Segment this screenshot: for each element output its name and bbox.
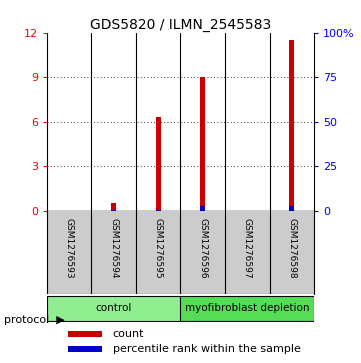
Text: count: count — [113, 329, 144, 339]
Bar — [68, 346, 102, 352]
Text: protocol  ▶: protocol ▶ — [4, 315, 64, 325]
Bar — [68, 331, 102, 337]
Bar — [180, 296, 314, 321]
Bar — [111, 204, 116, 211]
Text: control: control — [96, 303, 132, 313]
Text: GSM1276597: GSM1276597 — [243, 217, 252, 278]
Text: myofibroblast depletion: myofibroblast depletion — [185, 303, 309, 313]
Bar — [156, 210, 161, 211]
Text: GSM1276594: GSM1276594 — [109, 217, 118, 278]
Bar — [156, 117, 161, 211]
Title: GDS5820 / ILMN_2545583: GDS5820 / ILMN_2545583 — [90, 18, 271, 32]
Bar — [200, 206, 205, 211]
Text: GSM1276598: GSM1276598 — [287, 217, 296, 278]
Text: percentile rank within the sample: percentile rank within the sample — [113, 344, 300, 354]
Bar — [289, 40, 295, 211]
Text: GSM1276595: GSM1276595 — [154, 217, 163, 278]
Bar — [289, 205, 295, 211]
Text: GSM1276596: GSM1276596 — [198, 217, 207, 278]
Bar — [200, 77, 205, 211]
Bar — [47, 296, 180, 321]
Text: GSM1276593: GSM1276593 — [65, 217, 74, 278]
